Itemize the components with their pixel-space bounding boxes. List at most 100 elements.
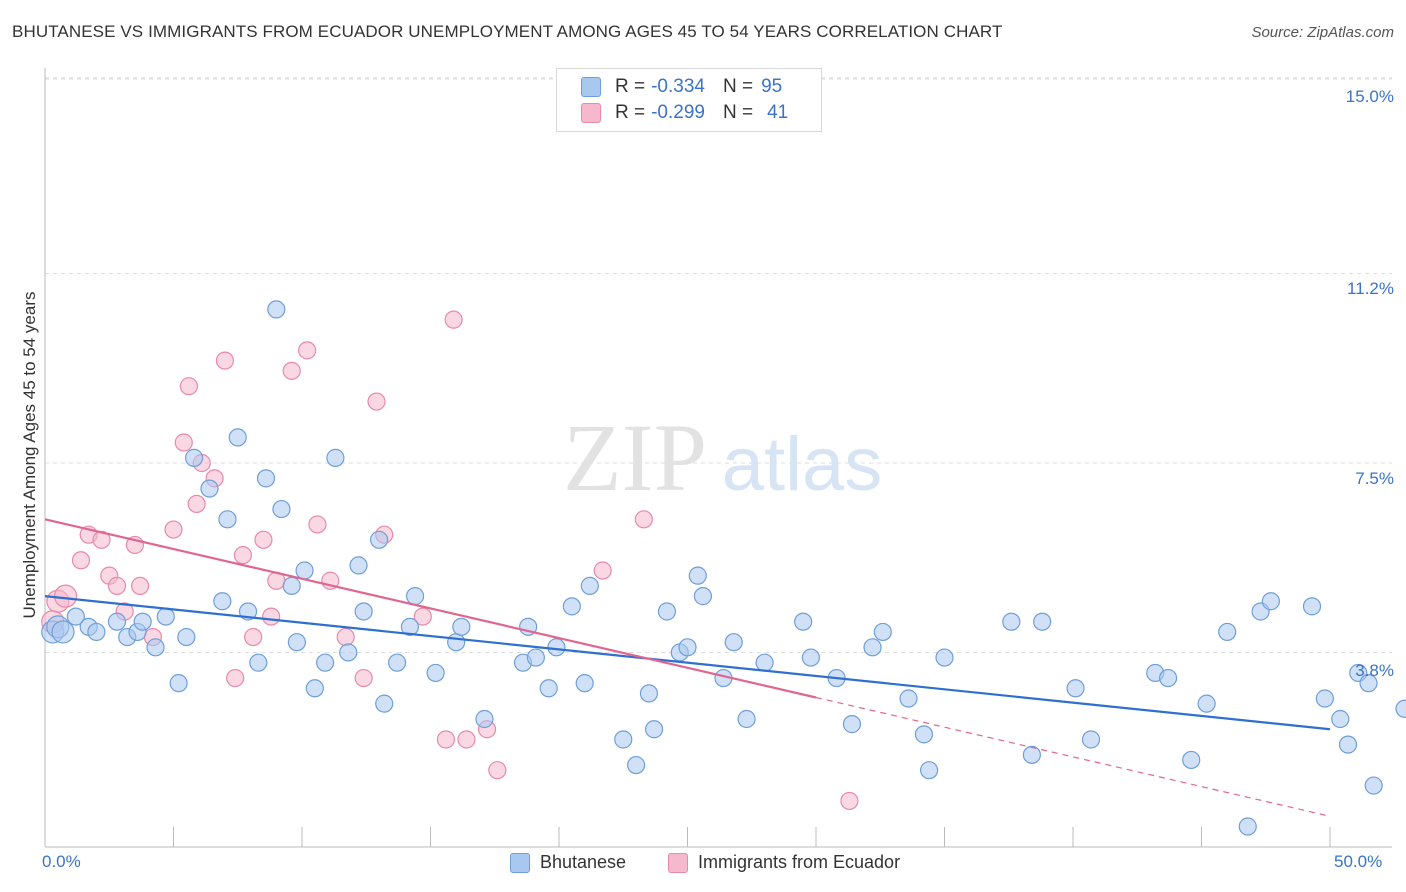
- bhutanese-point: [287, 633, 306, 652]
- bhutanese-point: [228, 428, 247, 447]
- ecuador-point: [53, 584, 78, 608]
- bhutanese-point: [614, 730, 633, 749]
- watermark-atlas: atlas: [722, 422, 883, 507]
- bhutanese-point: [626, 755, 646, 775]
- ecuador-trend-line: [44, 518, 817, 699]
- bhutanese-point: [107, 612, 127, 631]
- bottom-legend-swatch-blue: [510, 852, 530, 873]
- bhutanese-point: [801, 648, 820, 667]
- x-tick-max: 50.0%: [1334, 852, 1383, 871]
- legend-n-label: N =: [722, 102, 754, 123]
- ecuador-point: [282, 361, 301, 380]
- bhutanese-point: [575, 674, 594, 693]
- ecuador-point: [179, 377, 199, 396]
- series-bhutanese: [41, 300, 1406, 836]
- bhutanese-point: [1197, 694, 1216, 713]
- ecuador-point: [187, 494, 206, 514]
- ecuador-point: [164, 520, 183, 539]
- ecuador-point: [336, 627, 355, 647]
- ecuador-point: [130, 576, 150, 595]
- bhutanese-point: [1238, 817, 1257, 836]
- ecuador-point: [367, 392, 386, 411]
- bhutanese-point: [526, 648, 545, 667]
- bhutanese-point: [914, 725, 934, 744]
- bhutanese-point: [218, 510, 237, 529]
- bhutanese-point: [693, 587, 713, 606]
- ecuador-point: [244, 627, 263, 647]
- axes: [44, 68, 1392, 848]
- bhutanese-point: [51, 620, 75, 644]
- bhutanese-point: [1364, 776, 1383, 795]
- ecuador-point: [593, 561, 612, 580]
- bhutanese-point: [156, 607, 175, 626]
- bhutanese-point: [794, 612, 813, 631]
- ecuador-trend-extension: [815, 696, 1331, 817]
- y-tick-3-8: 3.8%: [1355, 661, 1394, 680]
- chart-title: BHUTANESE VS IMMIGRANTS FROM ECUADOR UNE…: [12, 22, 1003, 41]
- ecuador-point: [354, 668, 373, 688]
- bhutanese-point: [184, 448, 204, 467]
- bhutanese-point: [426, 663, 445, 683]
- bhutanese-point: [295, 561, 314, 580]
- legend-r-value: -0.334: [651, 76, 705, 97]
- bhutanese-point: [249, 653, 268, 672]
- bhutanese-point: [326, 448, 345, 467]
- ecuador-point: [308, 515, 327, 534]
- legend-n-value: 41: [767, 102, 789, 123]
- bhutanese-point: [452, 617, 471, 636]
- ecuador-point: [174, 433, 193, 452]
- ecuador-point: [413, 607, 432, 626]
- bhutanese-point: [447, 633, 466, 652]
- legend-row-ecuador: R = -0.299 N = 41: [581, 101, 788, 125]
- bhutanese-point: [354, 602, 373, 621]
- bhutanese-point: [1331, 709, 1350, 729]
- bhutanese-point: [1302, 597, 1322, 616]
- bhutanese-point: [539, 679, 558, 698]
- bhutanese-point: [405, 587, 425, 606]
- bhutanese-point: [1182, 750, 1201, 770]
- legend-r-label: R =: [615, 102, 646, 123]
- y-tick-7-5: 7.5%: [1355, 469, 1394, 488]
- ecuador-point: [226, 668, 245, 688]
- ecuador-point: [233, 546, 252, 565]
- x-tick-min: 0.0%: [42, 852, 81, 871]
- bhutanese-point: [370, 530, 389, 549]
- legend-r-label: R =: [615, 76, 646, 97]
- bhutanese-point: [899, 689, 918, 708]
- ecuador-point: [436, 730, 456, 749]
- legend-swatch-pink: [581, 103, 601, 123]
- bhutanese-point: [873, 622, 892, 642]
- bhutanese-point: [562, 597, 581, 616]
- bhutanese-point: [272, 499, 291, 519]
- bottom-legend-ecuador[interactable]: Immigrants from Ecuador: [668, 852, 900, 873]
- bhutanese-point: [1395, 699, 1406, 718]
- y-tick-11-2: 11.2%: [1347, 279, 1394, 298]
- ecuador-point: [840, 791, 859, 811]
- bhutanese-point: [305, 679, 324, 698]
- bhutanese-point: [842, 715, 862, 734]
- ecuador-point: [107, 576, 127, 595]
- bhutanese-point: [316, 653, 335, 672]
- bhutanese-point: [475, 709, 494, 729]
- ecuador-point: [488, 761, 507, 780]
- bhutanese-point: [724, 633, 743, 652]
- bhutanese-point: [644, 720, 664, 739]
- bhutanese-point: [133, 612, 152, 631]
- correlation-legend: R = -0.334 N = 95 R = -0.299 N = 41: [556, 68, 822, 132]
- bhutanese-point: [1066, 679, 1085, 698]
- watermark-zip: ZIP: [563, 404, 707, 511]
- bhutanese-point: [863, 638, 882, 657]
- ecuador-point: [457, 730, 476, 749]
- bottom-legend-swatch-pink: [668, 852, 688, 873]
- bottom-legend-bhutanese[interactable]: Bhutanese: [510, 852, 626, 873]
- bhutanese-point: [688, 566, 707, 585]
- bhutanese-point: [1261, 592, 1280, 611]
- bhutanese-point: [339, 643, 358, 662]
- bhutanese-point: [87, 622, 106, 642]
- bhutanese-point: [657, 602, 677, 621]
- bhutanese-point: [919, 761, 939, 780]
- watermark: ZIP atlas: [563, 404, 882, 511]
- ecuador-point: [254, 530, 273, 549]
- bhutanese-point: [213, 592, 232, 611]
